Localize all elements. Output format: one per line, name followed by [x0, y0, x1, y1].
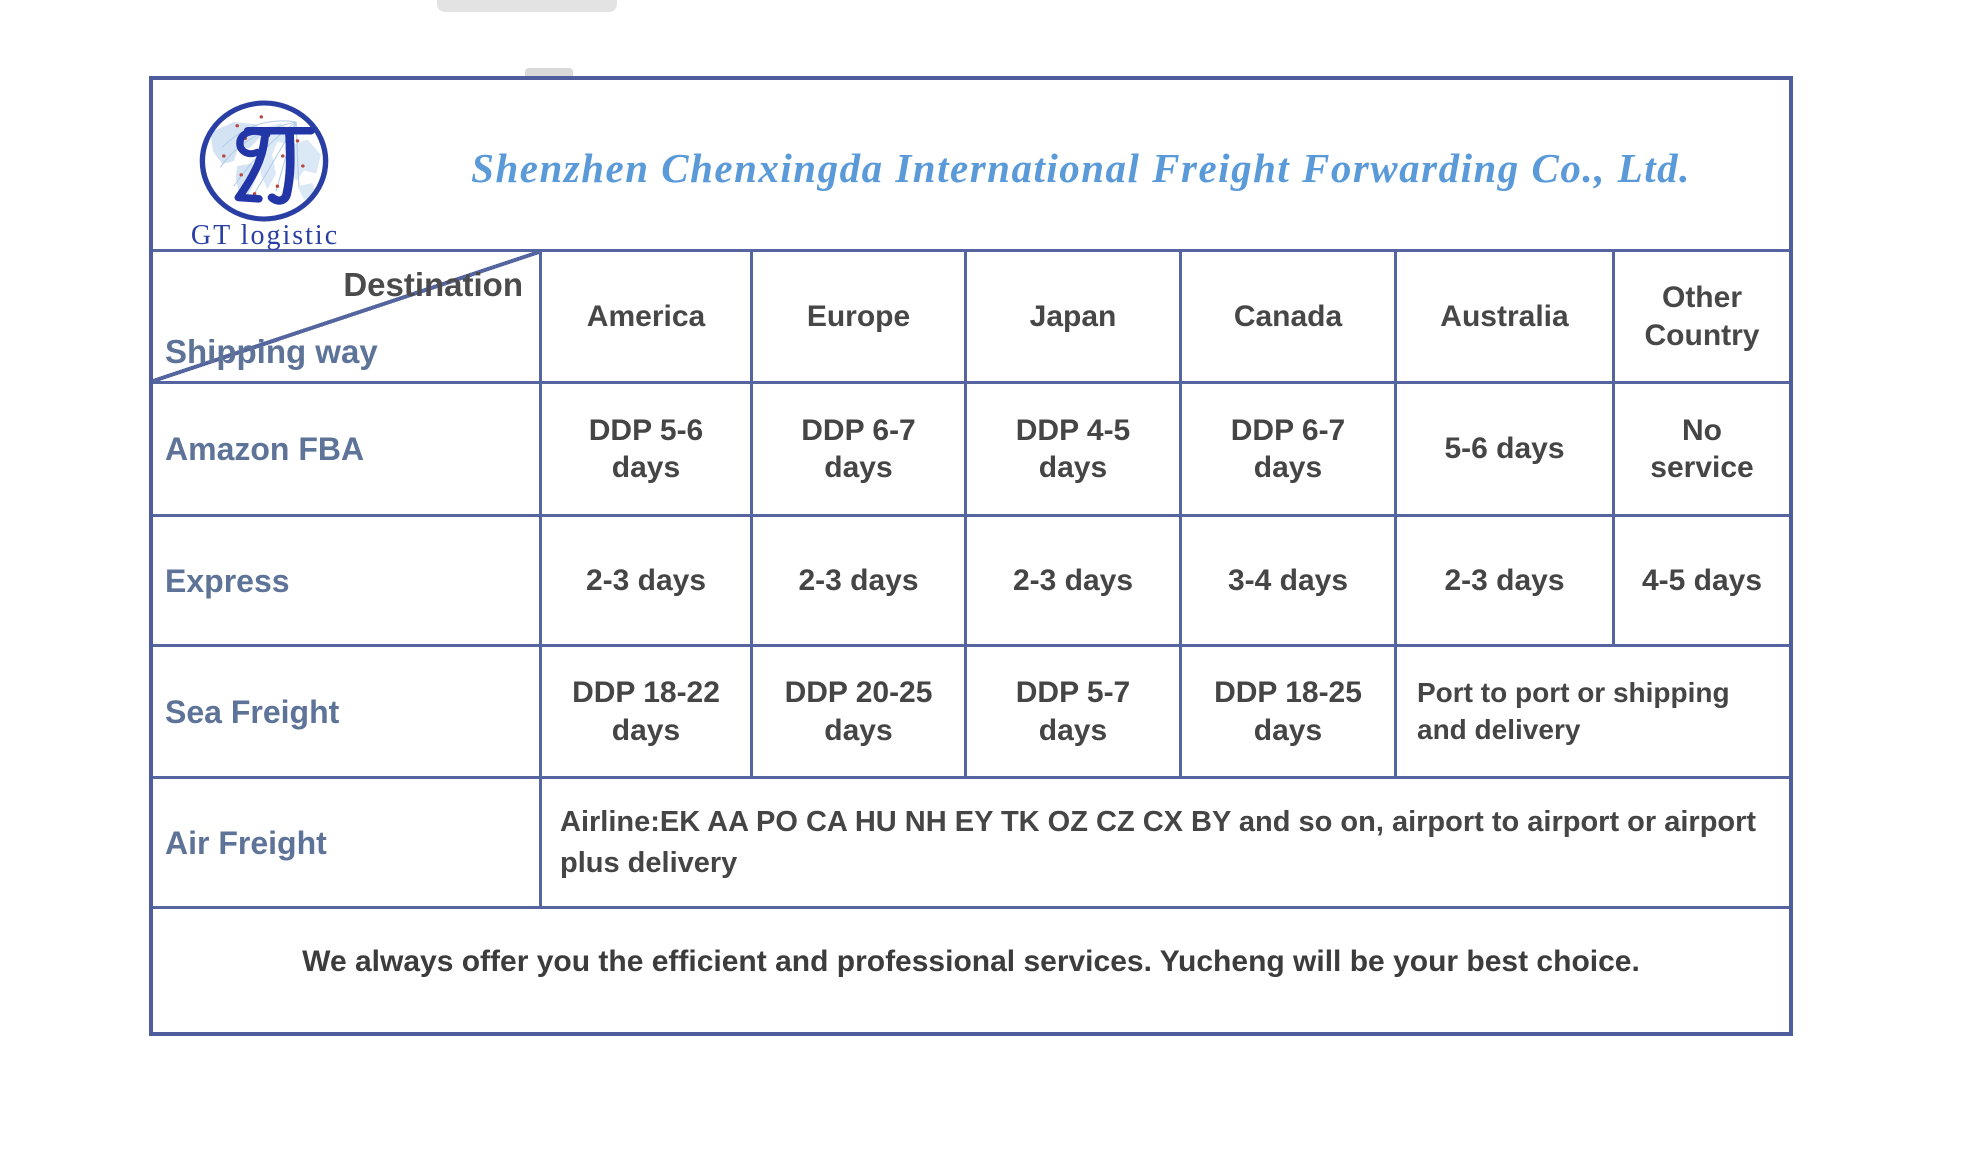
table-cell: 3-4 days: [1182, 517, 1397, 647]
column-header-japan: Japan: [967, 252, 1182, 384]
table-cell: 5-6 days: [1397, 384, 1615, 517]
table-cell: 4-5 days: [1615, 517, 1789, 647]
shipping-way-label: Shipping way: [165, 333, 378, 370]
table-cell: 2-3 days: [967, 517, 1182, 647]
air-freight-text: Airline:EK AA PO CA HU NH EY TK OZ CZ CX…: [560, 805, 1757, 879]
column-header-other-country: Other Country: [1615, 252, 1789, 384]
scan-artifact: [437, 0, 617, 12]
table-cell: DDP 6-7 days: [1182, 384, 1397, 517]
row-label-amazon-fba: Amazon FBA: [153, 384, 542, 517]
table-cell: DDP 5-7 days: [967, 647, 1182, 779]
row-label-express: Express: [153, 517, 542, 647]
row-label-air-freight: Air Freight: [153, 779, 542, 909]
logo-caption: GT logistic: [190, 220, 340, 251]
table-cell: DDP 6-7 days: [753, 384, 967, 517]
corner-cell: Destination Shipping way: [153, 252, 542, 384]
table-cell: 2-3 days: [542, 517, 753, 647]
table-cell: DDP 18-25 days: [1182, 647, 1397, 779]
table-cell: DDP 20-25 days: [753, 647, 967, 779]
destination-label: Destination: [343, 266, 523, 303]
table-cell: No service: [1615, 384, 1789, 517]
table-cell: DDP 4-5 days: [967, 384, 1182, 517]
table-cell: 2-3 days: [1397, 517, 1615, 647]
column-header-europe: Europe: [753, 252, 967, 384]
header-banner: GT logistic Shenzhen Chenxingda Internat…: [153, 80, 1789, 252]
table-cell: DDP 18-22 days: [542, 647, 753, 779]
column-header-australia: Australia: [1397, 252, 1615, 384]
company-title: Shenzhen Chenxingda International Freigh…: [471, 144, 1691, 191]
freight-table: GT logistic Shenzhen Chenxingda Internat…: [149, 76, 1793, 1036]
footer-slogan: We always offer you the efficient and pr…: [302, 944, 1640, 978]
column-header-america: America: [542, 252, 753, 384]
table-cell-merged: Port to port or shipping and delivery: [1397, 647, 1789, 779]
table-cell-merged: Airline:EK AA PO CA HU NH EY TK OZ CZ CX…: [542, 779, 1789, 909]
table-cell: DDP 5-6 days: [542, 384, 753, 517]
table-cell: 2-3 days: [753, 517, 967, 647]
row-label-sea-freight: Sea Freight: [153, 647, 542, 779]
column-header-canada: Canada: [1182, 252, 1397, 384]
globe-network-icon: [197, 98, 331, 224]
logo: GT logistic: [153, 80, 373, 251]
